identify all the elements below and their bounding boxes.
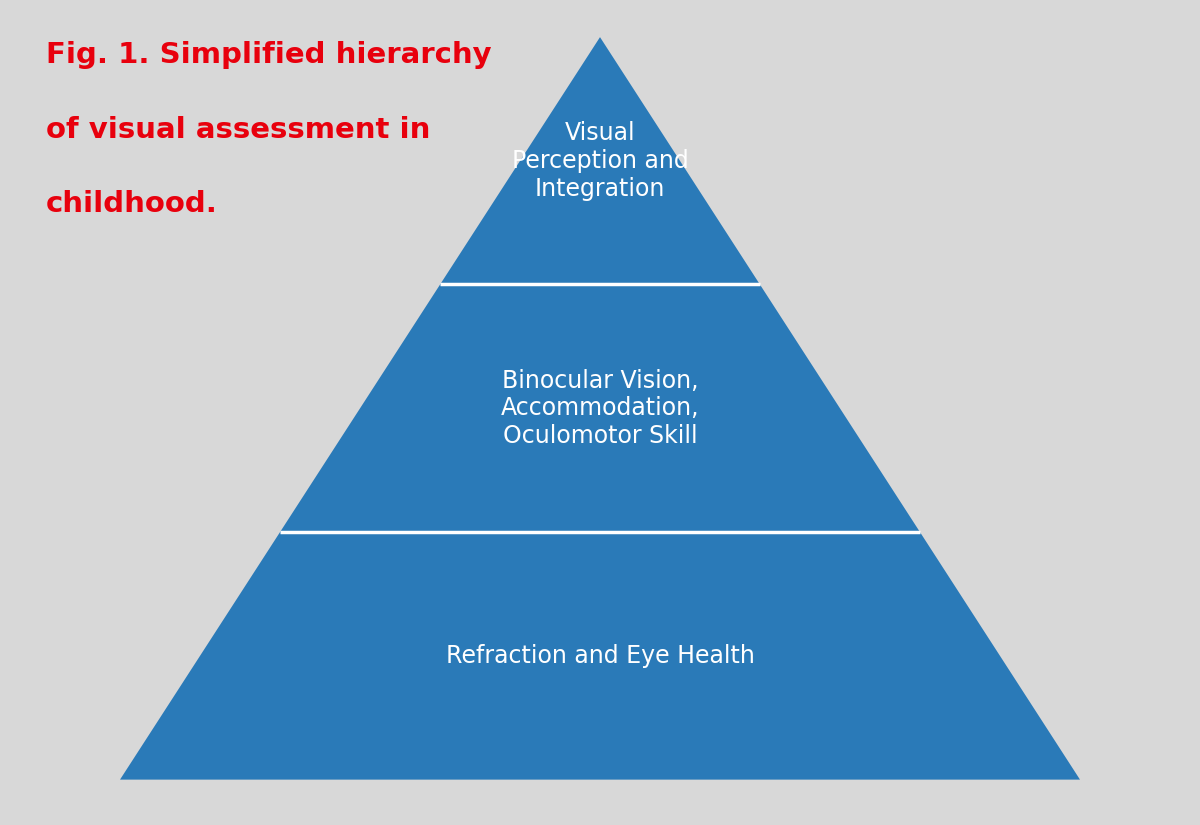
Text: Binocular Vision,
Accommodation,
Oculomotor Skill: Binocular Vision, Accommodation, Oculomo…: [500, 369, 700, 448]
Text: childhood.: childhood.: [46, 190, 217, 218]
Text: Refraction and Eye Health: Refraction and Eye Health: [445, 644, 755, 668]
Text: of visual assessment in: of visual assessment in: [46, 116, 430, 144]
Text: Visual
Perception and
Integration: Visual Perception and Integration: [511, 121, 689, 200]
Polygon shape: [120, 37, 1080, 780]
Text: Fig. 1. Simplified hierarchy: Fig. 1. Simplified hierarchy: [46, 41, 491, 69]
